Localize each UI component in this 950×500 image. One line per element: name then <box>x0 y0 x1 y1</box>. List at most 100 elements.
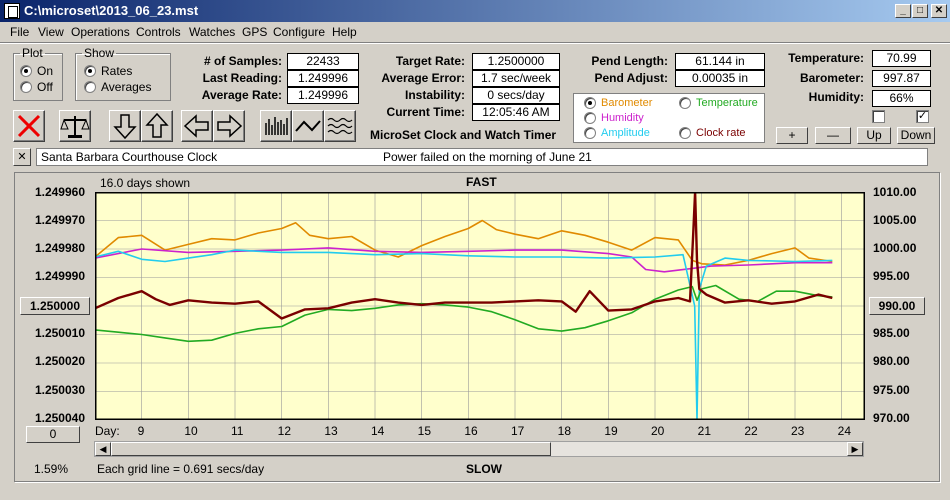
scale-plus-button[interactable]: + <box>776 127 808 144</box>
scale-up-button[interactable]: Up <box>857 127 891 144</box>
y-right-tick: 985.00 <box>873 326 910 340</box>
x-tick-label: 24 <box>837 424 852 438</box>
chart-frame <box>14 172 940 482</box>
bars-view-button[interactable] <box>260 110 292 142</box>
radio-dot <box>20 65 32 77</box>
scroll-left-icon[interactable]: ◀ <box>95 442 111 456</box>
humidity-label: Humidity: <box>808 90 864 104</box>
y-right-tick: 1005.00 <box>873 213 917 227</box>
note-close-button[interactable]: ✕ <box>13 148 31 166</box>
radio-dot <box>584 112 596 124</box>
horizontal-scrollbar[interactable]: ◀ ▶ <box>94 441 864 457</box>
x-tick-label: 16 <box>464 424 478 438</box>
plot-on-radio[interactable]: On <box>20 64 53 78</box>
scroll-thumb[interactable] <box>111 442 551 456</box>
menu-file[interactable]: File <box>10 25 30 39</box>
menu-controls[interactable]: Controls <box>136 25 181 39</box>
app-icon <box>4 3 20 19</box>
radio-dot <box>679 127 691 139</box>
plot-group-title: Plot <box>22 46 43 60</box>
maximize-button[interactable]: □ <box>912 4 928 18</box>
sensor-amplitude-label: Amplitude <box>601 127 650 139</box>
sensor-barometer-radio[interactable]: Barometer <box>584 97 652 109</box>
show-rates-label: Rates <box>101 64 133 78</box>
arrow-right-button[interactable] <box>213 110 245 142</box>
line-view-button[interactable] <box>292 110 324 142</box>
offset-button[interactable]: 0 <box>26 426 80 443</box>
scroll-right-icon[interactable]: ▶ <box>847 442 863 456</box>
barometer-label: Barometer: <box>799 71 864 85</box>
show-rates-radio[interactable]: Rates <box>84 64 132 78</box>
radio-dot <box>584 127 596 139</box>
sensor-temperature-radio[interactable]: Temperature <box>679 97 758 109</box>
sensor-clock-rate-radio[interactable]: Clock rate <box>679 127 746 139</box>
bar-chart-icon <box>265 117 288 135</box>
radio-dot <box>20 81 32 93</box>
series-lines <box>95 192 833 420</box>
samples-field: 22433 <box>287 53 359 70</box>
humidity-checkbox-right[interactable]: ✓ <box>916 110 929 123</box>
arrow-down-button[interactable] <box>109 110 141 142</box>
arrow-left-icon <box>183 114 209 138</box>
x-tick-label: 21 <box>697 424 712 438</box>
scale-down-button[interactable]: Down <box>897 127 935 144</box>
balance-button[interactable] <box>59 110 91 142</box>
y-left-tick: 1.249960 <box>34 185 85 199</box>
x-tick-label: 13 <box>324 424 338 438</box>
menu-view[interactable]: View <box>38 25 64 39</box>
arrow-left-button[interactable] <box>181 110 213 142</box>
right-scale-button[interactable]: 990.00 <box>869 297 925 315</box>
radio-dot <box>84 65 96 77</box>
plot-on-label: On <box>37 64 54 78</box>
target-rate-field[interactable]: 1.2500000 <box>472 53 560 70</box>
last-reading-field: 1.249996 <box>287 70 359 87</box>
sensor-temperature-label: Temperature <box>696 97 758 109</box>
y-right-tick: 1000.00 <box>873 241 917 255</box>
average-error-field: 1.7 sec/week <box>472 70 560 87</box>
sensor-barometer-label: Barometer <box>601 97 653 109</box>
show-averages-radio[interactable]: Averages <box>84 80 151 94</box>
sensor-humidity-radio[interactable]: Humidity <box>584 112 644 124</box>
menu-operations[interactable]: Operations <box>71 25 130 39</box>
radio-dot <box>679 97 691 109</box>
menu-watches[interactable]: Watches <box>189 25 236 39</box>
menu-configure[interactable]: Configure <box>273 25 326 39</box>
y-left-tick: 1.249990 <box>34 269 85 283</box>
y-left-tick: 1.250010 <box>34 326 85 340</box>
sensor-selector: Barometer Temperature Humidity Amplitude… <box>573 93 765 143</box>
y-right-tick: 980.00 <box>873 354 910 368</box>
pend-adjust-label: Pend Adjust: <box>594 71 668 85</box>
x-tick-label: 17 <box>511 424 525 438</box>
stop-button[interactable] <box>13 110 45 142</box>
y-left-tick: 1.250040 <box>34 411 85 425</box>
rate-chart[interactable] <box>95 192 865 420</box>
line-chart-icon <box>295 120 321 132</box>
note-bar[interactable]: Santa Barbara Courthouse Clock Power fai… <box>36 148 928 166</box>
close-button[interactable]: ✕ <box>931 4 947 18</box>
current-time-label: Current Time: <box>386 105 465 119</box>
current-time-field: 12:05:46 AM <box>472 104 560 121</box>
x-tick-label: 18 <box>557 424 572 438</box>
temperature-field: 70.99 <box>872 50 931 67</box>
sensor-amplitude-radio[interactable]: Amplitude <box>584 127 650 139</box>
menu-help[interactable]: Help <box>332 25 357 39</box>
x-tick-label: 23 <box>791 424 805 438</box>
wave-view-button[interactable] <box>324 110 356 142</box>
plot-off-radio[interactable]: Off <box>20 80 53 94</box>
center-rate-button[interactable]: 1.250000 <box>20 297 90 315</box>
humidity-checkbox-left[interactable] <box>872 110 885 123</box>
scale-balance-icon <box>60 116 90 138</box>
grid-lines <box>95 192 865 420</box>
arrow-up-icon <box>145 112 169 138</box>
target-rate-label: Target Rate: <box>395 54 465 68</box>
series-line <box>95 219 833 266</box>
arrow-up-button[interactable] <box>141 110 173 142</box>
menu-bar: File View Operations Controls Watches GP… <box>0 22 950 42</box>
menu-gps[interactable]: GPS <box>242 25 268 39</box>
fast-label: FAST <box>466 175 497 189</box>
minimize-button[interactable]: _ <box>895 4 911 18</box>
average-error-label: Average Error: <box>381 71 465 85</box>
y-left-tick: 1.250030 <box>34 383 85 397</box>
y-left-tick: 1.249980 <box>34 241 85 255</box>
scale-minus-button[interactable]: — <box>815 127 851 144</box>
